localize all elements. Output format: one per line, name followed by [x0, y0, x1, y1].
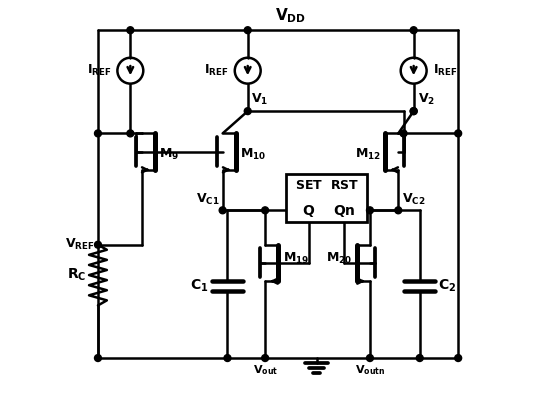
- Text: $\mathbf{M_{20}}$: $\mathbf{M_{20}}$: [326, 251, 352, 266]
- Text: $\mathbf{V_{DD}}$: $\mathbf{V_{DD}}$: [275, 7, 306, 25]
- Circle shape: [244, 27, 251, 33]
- Text: $\mathbf{Q}$: $\mathbf{Q}$: [302, 203, 316, 219]
- Circle shape: [127, 27, 134, 33]
- Circle shape: [410, 108, 417, 115]
- Text: $\mathbf{C_2}$: $\mathbf{C_2}$: [438, 278, 456, 295]
- Text: $\mathbf{V_{out}}$: $\mathbf{V_{out}}$: [252, 363, 277, 377]
- Circle shape: [410, 108, 417, 115]
- Circle shape: [400, 130, 407, 137]
- Text: $\mathbf{SET}$: $\mathbf{SET}$: [295, 179, 323, 192]
- Text: $\mathbf{V_2}$: $\mathbf{V_2}$: [418, 92, 435, 107]
- Text: $\mathbf{Qn}$: $\mathbf{Qn}$: [333, 203, 356, 219]
- Circle shape: [410, 27, 417, 33]
- Text: $\mathbf{RST}$: $\mathbf{RST}$: [330, 179, 359, 192]
- Text: $\mathbf{M_{12}}$: $\mathbf{M_{12}}$: [355, 147, 381, 162]
- Circle shape: [455, 355, 462, 361]
- Circle shape: [262, 207, 269, 214]
- Text: $\mathbf{V_{C2}}$: $\mathbf{V_{C2}}$: [401, 192, 425, 207]
- Circle shape: [367, 207, 373, 214]
- Text: $\mathbf{V_1}$: $\mathbf{V_1}$: [251, 92, 268, 107]
- Text: $\mathbf{V_{C1}}$: $\mathbf{V_{C1}}$: [196, 192, 219, 207]
- Circle shape: [95, 130, 101, 137]
- Circle shape: [95, 355, 101, 361]
- Circle shape: [416, 355, 423, 361]
- Circle shape: [395, 207, 401, 214]
- Circle shape: [455, 130, 462, 137]
- Text: $\mathbf{V_{outn}}$: $\mathbf{V_{outn}}$: [355, 363, 385, 377]
- Text: $\mathbf{I_{REF}}$: $\mathbf{I_{REF}}$: [204, 63, 228, 78]
- Text: $\mathbf{M_9}$: $\mathbf{M_9}$: [159, 147, 179, 162]
- Text: $\mathbf{C_1}$: $\mathbf{C_1}$: [190, 278, 209, 295]
- Text: $\mathbf{V_{REF}}$: $\mathbf{V_{REF}}$: [65, 237, 95, 252]
- Text: $\mathbf{M_{19}}$: $\mathbf{M_{19}}$: [283, 251, 309, 266]
- Circle shape: [244, 108, 251, 115]
- Text: $\mathbf{I_{REF}}$: $\mathbf{I_{REF}}$: [432, 63, 458, 78]
- Circle shape: [224, 355, 231, 361]
- Text: $\mathbf{I_{REF}}$: $\mathbf{I_{REF}}$: [86, 63, 112, 78]
- Circle shape: [127, 130, 134, 137]
- Text: $\mathbf{R_C}$: $\mathbf{R_C}$: [67, 267, 86, 283]
- FancyBboxPatch shape: [286, 174, 367, 222]
- Circle shape: [367, 355, 373, 361]
- Circle shape: [219, 207, 226, 214]
- Text: $\mathbf{M_{10}}$: $\mathbf{M_{10}}$: [239, 147, 266, 162]
- Circle shape: [262, 355, 269, 361]
- Circle shape: [95, 241, 101, 248]
